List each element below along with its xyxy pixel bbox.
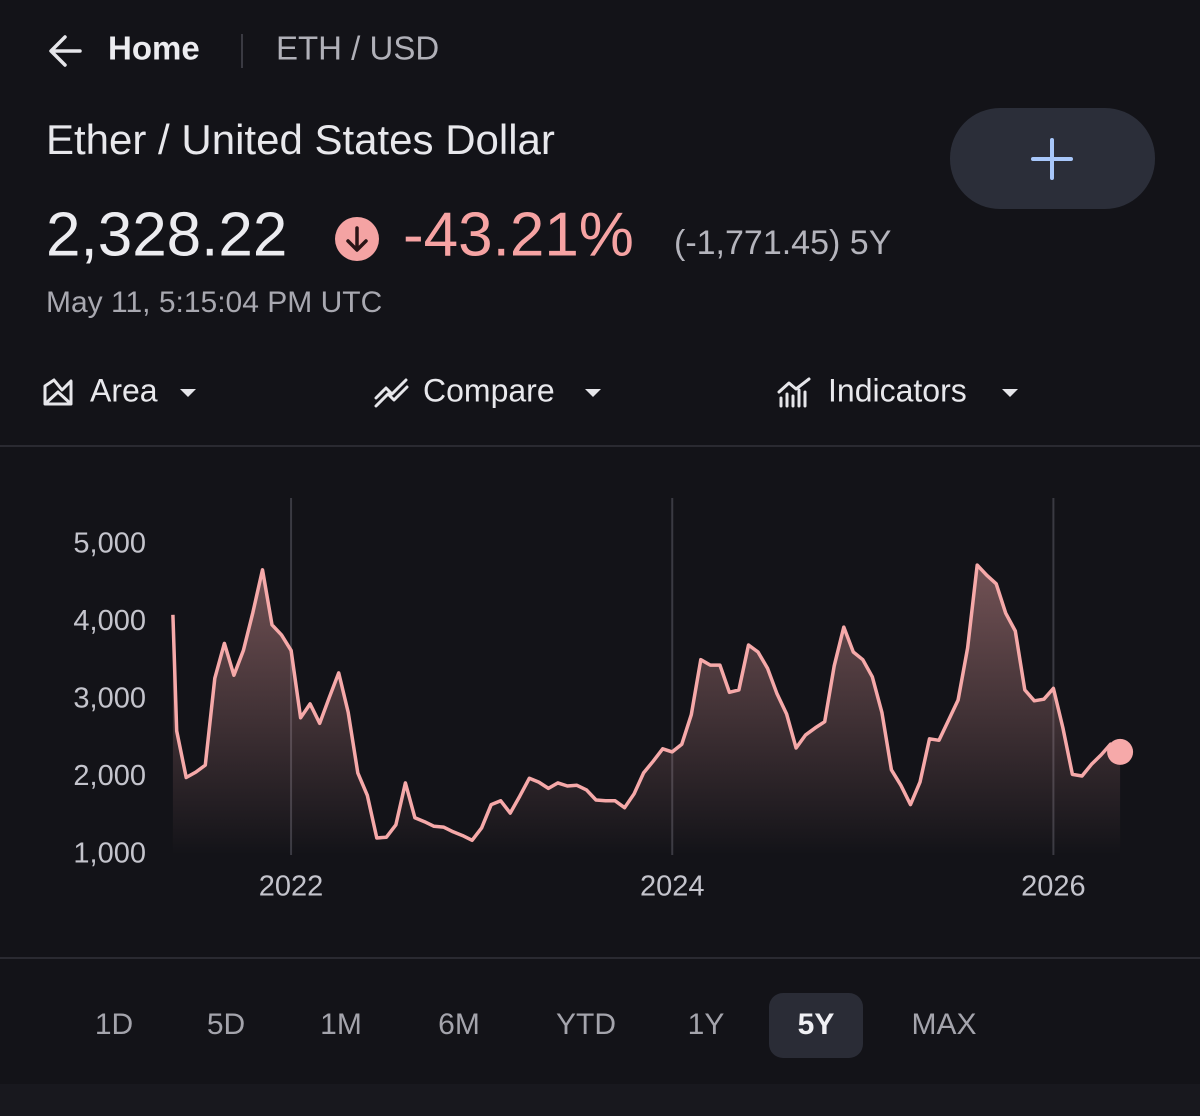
add-button[interactable] [950, 108, 1155, 209]
range-label: 1M [320, 1008, 362, 1041]
range-selected-bg [769, 993, 863, 1058]
toolbar-label: Compare [423, 372, 555, 408]
area-menu[interactable]: Area [43, 372, 196, 408]
indicators-menu[interactable]: Indicators [777, 372, 1018, 408]
y-tick-label: 5,000 [73, 528, 146, 560]
price-line [171, 563, 1122, 843]
y-tick-label: 2,000 [73, 760, 146, 792]
caret [180, 389, 196, 397]
change-line: (-1,771.45) 5Y [674, 224, 891, 262]
range-button[interactable]: 5Y [769, 993, 863, 1058]
period: 5Y [850, 224, 892, 262]
compare-menu[interactable]: Compare [374, 372, 601, 408]
range-label: MAX [911, 1008, 976, 1041]
down-arrow [346, 226, 368, 252]
end-marker [1107, 738, 1134, 765]
range-button[interactable]: 1D [95, 1008, 133, 1041]
range-label: 1D [95, 1008, 133, 1041]
range-label: YTD [556, 1008, 616, 1041]
timestamp: May 11, 5:15:04 PM UTC [46, 286, 382, 319]
range-label: 5D [207, 1008, 245, 1041]
range-button[interactable]: YTD [556, 1008, 616, 1041]
y-tick-label: 3,000 [73, 683, 146, 715]
range-button[interactable]: 1M [320, 1008, 362, 1041]
range-button[interactable]: 1Y [688, 1008, 725, 1041]
symbol: ETH / USD [276, 30, 439, 67]
toolbar-label: Area [90, 372, 158, 408]
y-tick-label: 1,000 [73, 838, 146, 870]
x-tick-label: 2024 [640, 871, 705, 903]
compare-icon [374, 378, 409, 408]
x-tick-label: 2026 [1021, 871, 1086, 903]
bottom-strip [0, 1084, 1200, 1116]
range-label: 6M [438, 1008, 480, 1041]
home-link[interactable]: Home [108, 30, 200, 67]
toolbar-label: Indicators [828, 372, 967, 408]
area-icon [43, 378, 73, 406]
range-label: 5Y [798, 1008, 835, 1041]
range-button[interactable]: 5D [207, 1008, 245, 1041]
area-fill [172, 565, 1121, 855]
chart: 5,000 4,000 3,000 2,000 1,000 2022 2024 2026 [73, 498, 1134, 903]
caret [585, 389, 601, 397]
x-tick-label: 2022 [259, 871, 324, 903]
price: 2,328.22 [46, 200, 287, 269]
indicators-icon [777, 377, 811, 408]
range-button[interactable]: MAX [911, 1008, 976, 1041]
back-arrow [49, 35, 82, 67]
caret [1002, 389, 1018, 397]
change-percent: -43.21% [403, 200, 634, 269]
title: Ether / United States Dollar [46, 116, 555, 163]
range-label: 1Y [688, 1008, 725, 1041]
change: (-1,771.45) [674, 224, 840, 262]
y-tick-label: 4,000 [73, 605, 146, 637]
down-icon [335, 217, 379, 261]
range-selector: 1D 5D 1M 6M YTD 1Y 5Y MAX [95, 993, 977, 1058]
back-button[interactable] [49, 35, 82, 67]
range-button[interactable]: 6M [438, 1008, 480, 1041]
plus-icon [1031, 138, 1073, 180]
